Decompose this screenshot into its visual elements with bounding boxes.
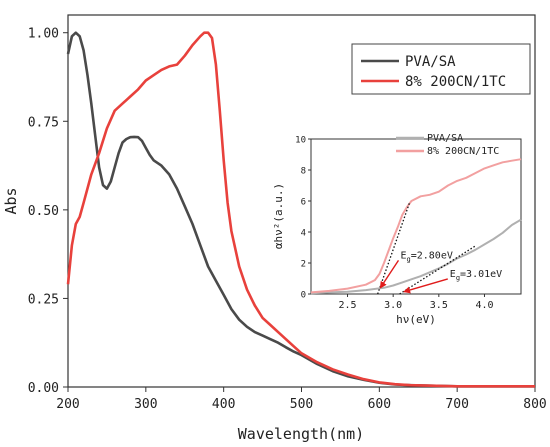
- main-y-tick-label-0.00: 0.00: [28, 381, 59, 396]
- inset-series-line-8-200cn-1tc: [310, 158, 522, 294]
- inset-legend-label-pva-sa: PVA/SA: [427, 133, 463, 144]
- inset-x-tick-label-3.5: 3.5: [430, 300, 448, 311]
- inset-tangent-line-1: [377, 202, 411, 295]
- main-y-tick-label-1.00: 1.00: [28, 27, 59, 42]
- main-series-line-pva-sa: [66, 31, 535, 388]
- main-y-tick-label-0.25: 0.25: [28, 292, 59, 307]
- inset-chart: 2.5 3.0 3.5 4.0 0 2 4 6 8 10 Eg=2.80eV Eg=3.01eV h…: [272, 133, 522, 326]
- main-axis-ticks: 200 300 400 500 600 700 800 0.00 0.25 0.50 0.75 1.0…: [28, 27, 547, 412]
- inset-y-tick-label-8: 8: [301, 167, 306, 177]
- inset-y-tick-label-2: 2: [301, 260, 306, 270]
- main-legend-box: [351, 43, 531, 95]
- main-y-tick-label-0.50: 0.50: [28, 204, 59, 219]
- main-series-line-8-200cn-1tc: [66, 31, 535, 388]
- inset-x-tick-label-2.5: 2.5: [338, 300, 356, 311]
- main-x-tick-label-300: 300: [134, 397, 157, 412]
- main-x-tick-label-700: 700: [445, 397, 468, 412]
- main-x-tick-label-600: 600: [368, 397, 391, 412]
- inset-annotation-label-2: Eg=3.01eV: [450, 269, 502, 282]
- inset-annotation-arrow-2: [403, 278, 448, 294]
- inset-series-lines: [310, 158, 522, 295]
- main-legend-label-200cn-1tc: 8% 200CN/1TC: [405, 74, 506, 90]
- inset-y-tick-label-4: 4: [301, 229, 306, 239]
- main-x-tick-label-800: 800: [523, 397, 546, 412]
- inset-x-tick-label-4.0: 4.0: [475, 300, 493, 311]
- main-y-tick-label-0.75: 0.75: [28, 115, 59, 130]
- main-series-lines: [66, 31, 535, 388]
- inset-x-tick-label-3.0: 3.0: [384, 300, 402, 311]
- main-legend: PVA/SA 8% 200CN/1TC: [351, 43, 531, 95]
- inset-axis-ticks: 2.5 3.0 3.5 4.0 0 2 4 6 8 10: [295, 136, 493, 312]
- inset-tangent-line-2: [399, 245, 476, 295]
- inset-legend-label-200cn-1tc: 8% 200CN/1TC: [427, 146, 499, 157]
- inset-annotation-arrow-1: [379, 259, 400, 289]
- main-x-axis-label: Wavelength(nm): [238, 425, 364, 443]
- main-x-tick-label-400: 400: [212, 397, 235, 412]
- main-x-tick-label-500: 500: [290, 397, 313, 412]
- inset-annotations: Eg=2.80eV Eg=3.01eV: [379, 250, 502, 294]
- inset-y-tick-label-0: 0: [301, 291, 306, 301]
- inset-y-tick-label-6: 6: [301, 198, 306, 208]
- inset-y-tick-label-10: 10: [295, 136, 306, 146]
- main-legend-label-pva-sa: PVA/SA: [405, 54, 456, 70]
- inset-plot-frame: [310, 138, 522, 295]
- inset-y-axis-label: αhν²(a.u.): [272, 183, 285, 249]
- main-x-tick-label-200: 200: [56, 397, 79, 412]
- main-y-axis-label: Abs: [2, 187, 20, 214]
- inset-series-line-pva-sa: [310, 218, 522, 295]
- inset-annotation-label-1: Eg=2.80eV: [400, 250, 452, 263]
- inset-x-axis-label: hν(eV): [396, 313, 436, 326]
